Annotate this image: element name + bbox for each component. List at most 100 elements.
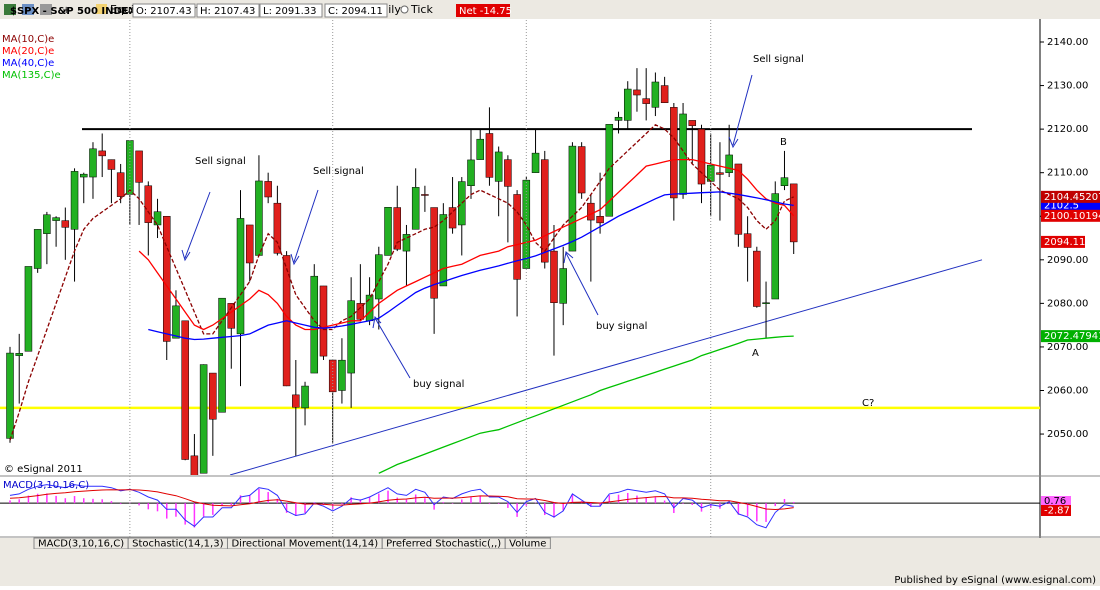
toolbar-button[interactable]: Tick xyxy=(410,3,433,16)
arrows xyxy=(181,74,753,379)
ohlc-value: L: 2091.33 xyxy=(263,6,316,17)
candle-body xyxy=(80,173,88,178)
candle-body xyxy=(98,150,106,157)
candle-body xyxy=(365,294,374,322)
candle-body xyxy=(642,98,650,104)
macd-line xyxy=(9,489,794,511)
panel-tab[interactable]: Preferred Stochastic(,,) xyxy=(386,539,501,550)
candle-body xyxy=(107,159,116,170)
ohlc-box xyxy=(324,3,388,18)
annotation: Sell signal xyxy=(313,166,364,177)
value-box xyxy=(1041,330,1100,343)
candle-body xyxy=(255,180,263,256)
candle-body xyxy=(568,145,577,252)
value-label: 0.76 xyxy=(1044,496,1066,507)
annotation: buy signal xyxy=(596,321,647,332)
candle-body xyxy=(476,138,484,160)
candle-body xyxy=(328,359,337,393)
candle-body xyxy=(135,150,143,183)
candle-body xyxy=(789,183,798,243)
candle-body xyxy=(670,107,678,199)
candle-body xyxy=(301,385,309,409)
annotation: C? xyxy=(862,398,874,409)
candle-body xyxy=(485,133,494,178)
candle-body xyxy=(15,353,23,356)
candle-body xyxy=(651,81,660,108)
annotation: A xyxy=(752,348,759,359)
candle-body xyxy=(762,302,770,304)
candle-body xyxy=(338,359,346,391)
candle-body xyxy=(697,128,706,185)
candle-body xyxy=(264,181,272,198)
candle-body xyxy=(513,194,521,280)
candle-body xyxy=(61,220,70,228)
last-price: 2094.11 xyxy=(1044,237,1085,248)
macd-line xyxy=(9,484,794,529)
candle-body xyxy=(688,120,697,126)
value-label: 2104.45207 xyxy=(1044,192,1100,203)
y-tick-label: 2080.00 xyxy=(1047,298,1088,309)
candle-body xyxy=(6,352,14,439)
candle-body xyxy=(614,116,623,121)
candle-body xyxy=(218,297,226,413)
icon[interactable] xyxy=(40,4,52,15)
candle-body xyxy=(725,154,733,173)
candle-body xyxy=(430,207,438,299)
ohlc-value: H: 2107.43 xyxy=(200,6,255,17)
legend-entry: MA(20,C)e xyxy=(2,46,54,57)
candle-body xyxy=(319,285,328,357)
candle-body xyxy=(596,215,604,224)
radio[interactable] xyxy=(400,5,409,14)
candle-body xyxy=(172,305,180,339)
candle-body xyxy=(541,159,549,263)
candle-body xyxy=(679,113,687,195)
candle-body xyxy=(153,211,162,226)
copyright: © eSignal 2011 xyxy=(4,464,83,475)
candle-body xyxy=(660,85,669,103)
y-tick-label: 2130.00 xyxy=(1047,81,1088,92)
panel-title: MACD(3,10,16,C) xyxy=(3,480,89,491)
panel-tab[interactable]: Stochastic(14,1,3) xyxy=(132,539,223,550)
candle-body xyxy=(577,146,586,194)
annotation: buy signal xyxy=(413,379,464,390)
panel-tab[interactable]: Volume xyxy=(509,539,546,550)
icon[interactable] xyxy=(4,4,16,15)
value-box xyxy=(1041,190,1100,203)
candle-body xyxy=(402,234,411,252)
panel-tab[interactable]: Directional Movement(14,14) xyxy=(231,539,378,550)
icon[interactable] xyxy=(22,4,34,15)
icon[interactable]: + xyxy=(62,5,70,16)
y-tick-label: 2060.00 xyxy=(1047,385,1088,396)
legend-entry: MA(10,C)e xyxy=(2,34,54,45)
candle-body xyxy=(70,171,79,230)
value-label: 2100.10194 xyxy=(1044,211,1100,222)
candle-body xyxy=(623,88,632,121)
net-change: Net -14.75 xyxy=(459,6,512,17)
candle-body xyxy=(384,207,392,256)
candle-body xyxy=(43,214,51,234)
ohlc-box xyxy=(132,3,196,18)
ohlc-box xyxy=(196,3,260,18)
candle-body xyxy=(310,275,319,374)
candle-body xyxy=(245,224,254,264)
candle-body xyxy=(587,202,595,221)
annotation: Sell signal xyxy=(195,156,246,167)
value-label: -2.87 xyxy=(1044,506,1070,517)
value-label: 2072.47941 xyxy=(1044,331,1100,342)
candle-body xyxy=(190,455,199,475)
y-tick-label: 2140.00 xyxy=(1047,37,1088,48)
candle-body xyxy=(743,233,752,248)
annotation: Sell signal xyxy=(753,54,804,65)
candle-body xyxy=(393,207,401,250)
candle-body xyxy=(199,364,208,474)
candle-body xyxy=(531,152,540,173)
y-tick-label: 2070.00 xyxy=(1047,342,1088,353)
moving-average xyxy=(138,158,795,331)
candle-body xyxy=(753,250,761,307)
y-tick-label: 2120.00 xyxy=(1047,124,1088,135)
value-label: 2102.5 xyxy=(1044,200,1079,211)
panel-tab[interactable]: MACD(3,10,16,C) xyxy=(38,539,124,550)
candle-body xyxy=(356,303,365,320)
candle-body xyxy=(227,303,236,329)
